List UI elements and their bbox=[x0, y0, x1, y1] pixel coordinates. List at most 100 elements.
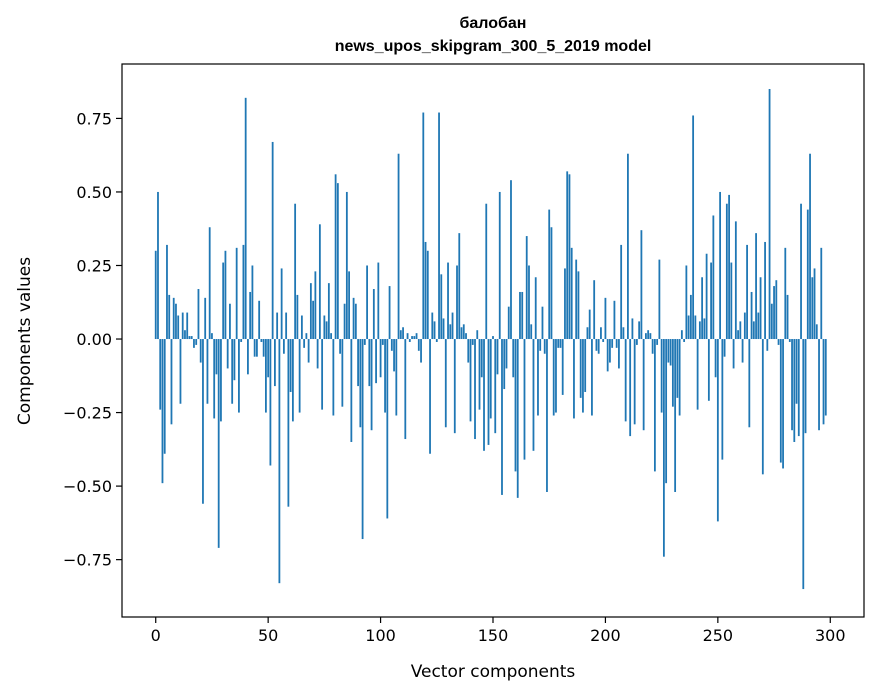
bar-255 bbox=[728, 194, 730, 340]
bar-8 bbox=[172, 297, 175, 340]
bar-148 bbox=[487, 339, 490, 445]
bar-155 bbox=[503, 339, 506, 390]
bar-1 bbox=[157, 191, 159, 340]
bar-43 bbox=[251, 265, 254, 340]
bar-92 bbox=[361, 339, 364, 540]
bar-32 bbox=[226, 339, 229, 369]
x-tick-label: 0 bbox=[151, 626, 161, 645]
bar-171 bbox=[539, 339, 542, 351]
bar-253 bbox=[723, 339, 726, 357]
bar-55 bbox=[278, 339, 281, 584]
bar-211 bbox=[629, 339, 632, 437]
bar-49 bbox=[265, 339, 267, 413]
bar-104 bbox=[388, 286, 391, 340]
bar-132 bbox=[451, 312, 454, 340]
bar-141 bbox=[471, 339, 474, 345]
bar-62 bbox=[294, 203, 297, 340]
bar-51 bbox=[269, 339, 272, 466]
bar-186 bbox=[573, 339, 575, 419]
x-tick-label: 200 bbox=[590, 626, 621, 645]
bar-246 bbox=[707, 339, 710, 401]
bar-266 bbox=[752, 321, 755, 340]
bar-23 bbox=[206, 339, 209, 404]
bar-258 bbox=[734, 221, 737, 340]
bar-147 bbox=[485, 203, 488, 340]
bar-187 bbox=[575, 259, 578, 340]
bar-287 bbox=[800, 203, 802, 340]
bar-167 bbox=[530, 324, 533, 340]
bar-116 bbox=[415, 333, 418, 340]
bar-166 bbox=[528, 265, 530, 340]
bar-209 bbox=[624, 339, 627, 422]
bar-56 bbox=[280, 268, 283, 340]
bar-293 bbox=[813, 268, 816, 340]
bar-189 bbox=[579, 339, 582, 398]
bar-290 bbox=[806, 209, 809, 340]
bars-group bbox=[154, 89, 827, 590]
bar-281 bbox=[786, 294, 789, 340]
bar-154 bbox=[501, 339, 503, 495]
bar-216 bbox=[640, 230, 643, 340]
bar-251 bbox=[719, 191, 721, 340]
bar-238 bbox=[689, 294, 692, 340]
bar-127 bbox=[440, 274, 443, 340]
bar-291 bbox=[809, 153, 811, 340]
bar-29 bbox=[220, 339, 222, 422]
bar-233 bbox=[678, 339, 681, 416]
bar-54 bbox=[276, 312, 279, 340]
bar-4 bbox=[163, 339, 166, 454]
bar-190 bbox=[582, 339, 584, 413]
bar-129 bbox=[444, 339, 447, 428]
x-tick-label: 100 bbox=[365, 626, 396, 645]
bar-60 bbox=[289, 339, 292, 392]
bar-204 bbox=[613, 300, 616, 340]
bar-53 bbox=[274, 339, 276, 387]
bar-165 bbox=[525, 236, 528, 340]
y-tick-label: −0.25 bbox=[63, 404, 112, 423]
bar-40 bbox=[244, 97, 247, 340]
y-tick-label: 0.25 bbox=[76, 256, 112, 275]
bar-185 bbox=[570, 247, 573, 340]
bar-182 bbox=[564, 268, 566, 340]
bar-198 bbox=[600, 327, 602, 340]
bar-58 bbox=[285, 312, 288, 340]
bar-230 bbox=[671, 339, 674, 407]
bar-256 bbox=[730, 262, 733, 340]
bar-11 bbox=[179, 339, 182, 404]
bar-265 bbox=[750, 291, 753, 340]
bar-76 bbox=[325, 321, 328, 340]
bar-242 bbox=[698, 321, 701, 340]
bar-261 bbox=[741, 339, 744, 363]
bar-222 bbox=[653, 339, 656, 472]
bar-114 bbox=[411, 336, 413, 340]
bar-241 bbox=[696, 339, 699, 410]
bar-109 bbox=[399, 330, 402, 340]
bar-89 bbox=[354, 303, 357, 340]
bar-245 bbox=[705, 253, 708, 340]
bar-102 bbox=[384, 339, 386, 413]
bar-125 bbox=[435, 339, 438, 342]
bar-178 bbox=[555, 339, 557, 413]
bar-226 bbox=[662, 339, 665, 557]
bar-95 bbox=[368, 339, 371, 387]
bar-223 bbox=[656, 339, 659, 345]
bar-273 bbox=[768, 89, 771, 340]
bar-44 bbox=[253, 339, 256, 357]
bar-16 bbox=[190, 336, 193, 340]
bar-196 bbox=[595, 339, 598, 351]
bar-259 bbox=[737, 330, 739, 340]
bar-244 bbox=[703, 318, 706, 340]
bar-65 bbox=[300, 315, 303, 340]
bar-158 bbox=[510, 180, 512, 340]
bar-243 bbox=[701, 277, 704, 340]
bar-24 bbox=[208, 227, 211, 340]
bar-270 bbox=[761, 339, 764, 475]
x-tick-label: 150 bbox=[478, 626, 509, 645]
bar-34 bbox=[231, 339, 234, 404]
bar-47 bbox=[260, 339, 263, 342]
bar-93 bbox=[363, 339, 366, 345]
bar-296 bbox=[820, 247, 823, 340]
bar-10 bbox=[177, 315, 180, 340]
bar-298 bbox=[824, 339, 827, 416]
bar-219 bbox=[647, 330, 650, 340]
